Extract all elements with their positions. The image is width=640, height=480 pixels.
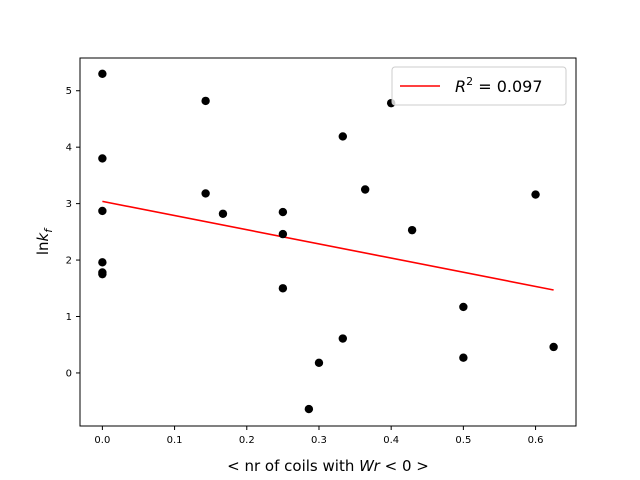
points-layer [98, 69, 558, 414]
y-tick-label: 2 [66, 256, 72, 267]
x-tick-label: 0.0 [94, 435, 110, 446]
y-axis-ticks: 0 1 2 3 4 5 [66, 86, 80, 379]
data-point-15 [338, 132, 348, 141]
legend-label-exponent: 2 [466, 75, 473, 88]
data-point-22 [531, 190, 540, 199]
data-point-20 [459, 302, 468, 312]
y-tick-label: 1 [66, 312, 72, 323]
y-axis-label-part-2: k [34, 231, 52, 241]
x-tick-label: 0.2 [239, 435, 255, 446]
y-tick-label: 0 [66, 368, 72, 379]
y-axis-label: lnkf [34, 227, 55, 255]
x-axis-label-part-2: Wr [359, 457, 381, 475]
data-point-14 [314, 358, 324, 367]
x-tick-label: 0.4 [383, 435, 399, 446]
y-tick-label: 3 [66, 199, 72, 210]
legend-label-value: = 0.097 [473, 77, 542, 96]
data-point-11 [278, 229, 288, 239]
data-point-2 [98, 154, 107, 163]
legend-label-prefix: R [455, 77, 466, 96]
legend: R2 = 0.097 [391, 66, 567, 106]
y-axis-label-part-3: f [42, 227, 55, 233]
data-point-4 [98, 258, 107, 267]
x-tick-label: 0.6 [528, 435, 544, 446]
data-point-12 [278, 284, 288, 293]
x-axis-ticks: 0.0 0.1 0.2 0.3 0.4 0.5 0.6 [94, 426, 544, 446]
data-point-10 [278, 207, 288, 217]
data-point-19 [407, 225, 417, 235]
data-point-23 [549, 342, 558, 352]
x-tick-label: 0.3 [311, 435, 327, 446]
x-axis-label-part-1: < nr of coils with [227, 457, 359, 475]
data-point-16 [338, 334, 348, 343]
legend-box [391, 66, 567, 106]
x-tick-label: 0.1 [167, 435, 183, 446]
fit-layer [102, 200, 554, 291]
data-point-7 [201, 96, 210, 106]
data-point-6 [98, 269, 107, 279]
data-point-1 [98, 69, 107, 79]
data-point-21 [459, 353, 468, 362]
y-tick-label: 4 [66, 143, 72, 154]
data-point-3 [98, 206, 107, 216]
x-tick-label: 0.5 [455, 435, 471, 446]
x-axis-label: < nr of coils with Wr < 0 > [227, 457, 429, 475]
data-point-17 [360, 185, 370, 194]
x-axis-label-part-3: < 0 > [380, 457, 429, 475]
legend-label: R2 = 0.097 [455, 75, 543, 96]
data-point-9 [218, 209, 228, 218]
data-point-8 [201, 189, 210, 198]
fit-line [102, 200, 554, 291]
data-point-13 [304, 404, 314, 414]
y-tick-label: 5 [66, 86, 72, 97]
plot-frame [79, 57, 577, 427]
y-axis-label-part-1: ln [34, 241, 52, 255]
